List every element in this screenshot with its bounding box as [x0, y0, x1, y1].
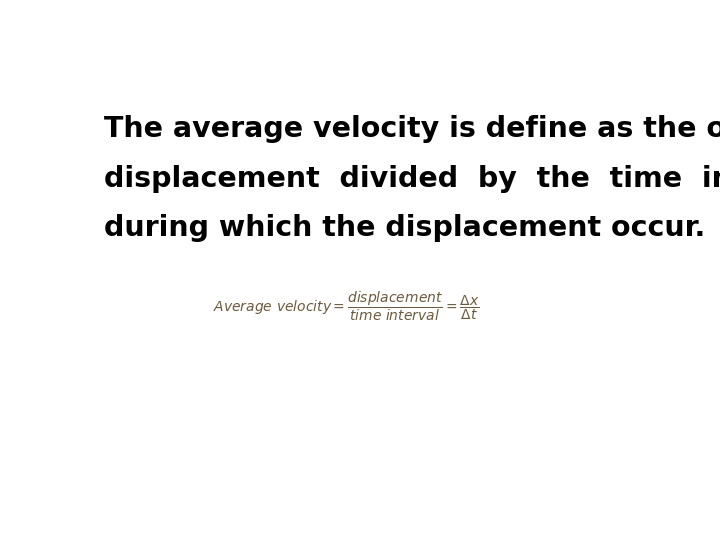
- Text: during which the displacement occur.: during which the displacement occur.: [104, 214, 705, 242]
- Text: displacement  divided  by  the  time  interval: displacement divided by the time interva…: [104, 165, 720, 193]
- Text: $\mathit{Average\ velocity} = \dfrac{\mathit{displacement}}{\mathit{time\ interv: $\mathit{Average\ velocity} = \dfrac{\ma…: [213, 289, 479, 323]
- Text: The average velocity is define as the object's: The average velocity is define as the ob…: [104, 114, 720, 143]
